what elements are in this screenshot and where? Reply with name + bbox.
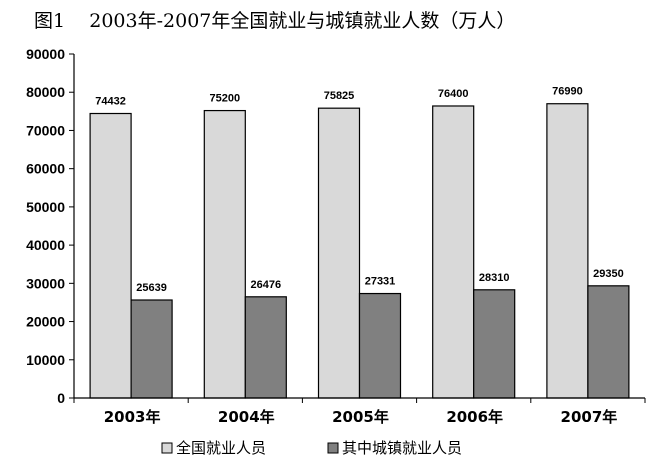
- bar-total-2004年: [203, 109, 246, 399]
- bars: [89, 103, 630, 399]
- data-label: 25639: [136, 282, 167, 294]
- chart-title: 图1 2003年-2007年全国就业与城镇就业人数（万人）: [34, 10, 516, 32]
- bar-total-2006年: [432, 105, 475, 399]
- legend-swatch: [161, 442, 173, 454]
- y-tick-label: 50000: [26, 199, 65, 215]
- y-tick-label: 60000: [26, 161, 65, 177]
- x-axis-categories: 2003年 2004年 2005年 2006年 2007年: [73, 398, 646, 426]
- data-label: 27331: [365, 276, 396, 288]
- bar-urban-2006年: [473, 289, 516, 399]
- y-tick-label: 30000: [26, 275, 65, 291]
- data-label: 29350: [593, 268, 624, 280]
- y-tick-label: 70000: [26, 122, 65, 138]
- data-label: 76400: [438, 88, 469, 100]
- legend-swatch: [327, 442, 339, 454]
- bar-total-2007年: [546, 103, 589, 399]
- bar-total-2003年: [89, 112, 132, 399]
- data-label: 75825: [324, 90, 355, 102]
- bar-total-2005年: [317, 107, 361, 399]
- y-axis-ticks: 0 10000 20000 30000 40000 50000 60000 70000 8000…: [26, 46, 74, 406]
- y-tick-label: 80000: [26, 84, 65, 100]
- bar-urban-2007年: [587, 285, 630, 399]
- data-label: 76990: [552, 86, 583, 98]
- y-tick-label: 0: [57, 390, 65, 406]
- y-tick-label: 90000: [26, 46, 65, 62]
- x-category-label: 2003年: [104, 408, 161, 426]
- data-label: 74432: [95, 96, 126, 108]
- x-category-label: 2007年: [561, 408, 618, 426]
- data-label: 28310: [479, 272, 510, 284]
- x-category-label: 2004年: [218, 408, 275, 426]
- y-tick-label: 10000: [26, 352, 65, 368]
- data-label: 75200: [210, 93, 241, 105]
- x-category-label: 2006年: [446, 408, 503, 426]
- bar-urban-2005年: [358, 292, 402, 399]
- data-label: 26476: [251, 279, 282, 291]
- x-category-label: 2005年: [332, 408, 389, 426]
- y-tick-label: 40000: [26, 237, 65, 253]
- bar-urban-2004年: [244, 296, 287, 399]
- data-labels: 74432 25639 75200 26476 75825 27331 76400 28310…: [95, 86, 623, 294]
- legend-label: 全国就业人员: [176, 439, 266, 457]
- legend-label: 其中城镇就业人员: [342, 439, 462, 457]
- y-tick-label: 20000: [26, 314, 65, 330]
- bar-urban-2003年: [130, 299, 173, 399]
- legend: 全国就业人员 其中城镇就业人员: [161, 439, 462, 457]
